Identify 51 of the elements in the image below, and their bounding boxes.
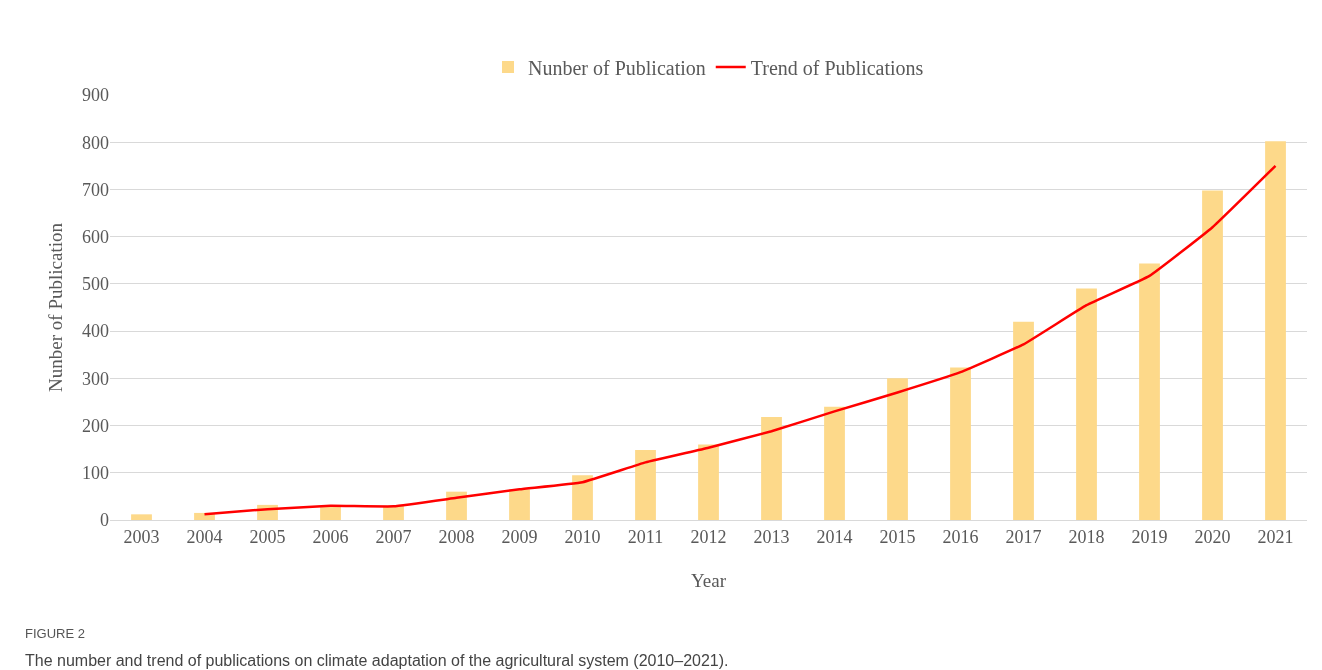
x-tick-label: 2018 [1068,526,1105,547]
x-axis-title: Year [690,570,727,591]
legend-label: Trend of Publications [750,56,924,79]
bar [950,367,971,520]
x-tick-label: 2008 [438,526,475,547]
y-tick-label: 600 [82,226,109,247]
line-series [203,164,1277,516]
bar [824,406,845,520]
bar [698,444,719,520]
x-tick-label: 2003 [123,526,160,547]
x-tick-label: 2013 [753,526,790,547]
y-tick-label: 700 [82,179,109,200]
x-tick-label: 2010 [564,526,601,547]
x-tick-label: 2004 [186,526,223,547]
bar [1013,321,1034,520]
bar [509,489,530,520]
x-tick-label: 2007 [375,526,412,547]
y-tick-label: 500 [82,274,109,295]
x-tick-label: 2016 [942,526,979,547]
bar [635,450,656,520]
x-tick-label: 2021 [1257,526,1294,547]
y-tick-label: 400 [82,321,109,342]
x-tick-label: 2005 [249,526,286,547]
x-tick-label: 2017 [1005,526,1042,547]
bar [131,514,152,520]
x-tick-label: 2011 [627,526,664,547]
bar [1139,263,1160,520]
x-tick-label: 2014 [816,526,853,547]
x-tick-label: 2012 [690,526,727,547]
y-tick-label: 800 [82,132,109,153]
y-axis-title: Nunber of Publication [45,222,66,392]
y-tick-label: 900 [82,85,109,106]
y-tick-label: 200 [82,415,109,436]
x-tick-label: 2009 [501,526,538,547]
x-tick-label: 2020 [1194,526,1231,547]
bar [1202,190,1223,520]
caption: FIGURE 2 [25,626,85,641]
legend-label: Nunber of Publication [528,56,706,79]
y-tick-label: 100 [82,463,109,484]
bar [761,417,782,520]
bar [320,505,341,520]
x-tick-label: 2015 [879,526,916,547]
text: The number and trend of publications on climate adaptation of the agricultural system (2010–2021). [25,652,729,669]
y-tick-label: 300 [82,368,109,389]
bar [887,378,908,520]
x-tick-label: 2006 [312,526,349,547]
bar [1076,288,1097,520]
bar [1265,141,1286,520]
bar [572,475,593,520]
y-tick-label: 0 [100,510,109,531]
x-tick-label: 2019 [1131,526,1168,547]
